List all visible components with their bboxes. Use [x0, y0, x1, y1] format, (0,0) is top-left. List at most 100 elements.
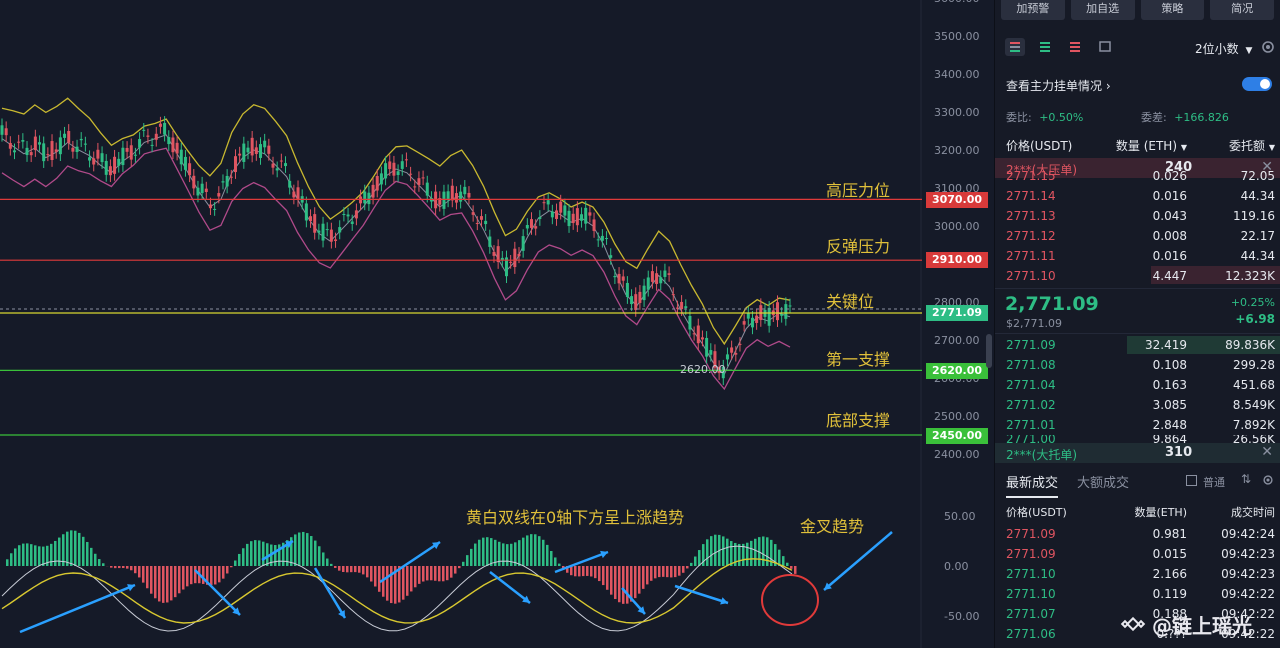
candle-body [500, 257, 504, 261]
ask-row[interactable]: 2771.13 0.043 119.16 [995, 206, 1280, 226]
price-chart-area[interactable]: 3600.00 3500.00 3400.00 3300.00 3200.00 3100.… [0, 0, 992, 648]
large-bid-banner[interactable]: 2***(大托单) 310 ✕ [995, 443, 1280, 463]
candle-body [246, 147, 250, 153]
candle-body [67, 130, 71, 143]
trend-arrowhead [232, 607, 240, 615]
candle-body [700, 337, 704, 340]
depth-toggle-switch[interactable] [1242, 77, 1272, 91]
sort-icon[interactable]: ⇅ [1241, 472, 1252, 486]
bids-only-view-icon[interactable] [1035, 38, 1055, 56]
macd-histogram-bar [650, 566, 653, 581]
macd-histogram-bar [710, 536, 713, 566]
macd-histogram-bar [210, 566, 213, 586]
ask-row[interactable]: 2771.12 0.008 22.17 [995, 226, 1280, 246]
header-total[interactable]: 委托额 ▼ [1229, 137, 1275, 154]
close-icon[interactable]: ✕ [1261, 444, 1273, 460]
pane-resize-handle[interactable] [986, 334, 992, 368]
candle-body [538, 216, 542, 219]
strategy-button[interactable]: 策略 [1140, 0, 1205, 20]
candle-body [292, 191, 296, 198]
header-qty[interactable]: 数量 (ETH) ▼ [1116, 137, 1187, 154]
ask-total: 44.34 [1240, 249, 1275, 263]
depth-toggle-label[interactable]: 查看主力挂单情况 › [1006, 77, 1111, 94]
bid-total: 26.56K [1232, 435, 1275, 443]
normal-checkbox[interactable] [1186, 475, 1197, 486]
tab-latest-trades[interactable]: 最新成交 [1006, 472, 1059, 498]
macd-histogram-bar [234, 560, 237, 566]
bid-row[interactable]: 2771.01 2.848 7.892K [995, 415, 1280, 435]
macd-histogram-bar [126, 566, 129, 569]
macd-histogram-bar [370, 566, 373, 582]
trend-arrow [194, 569, 241, 616]
macd-histogram-bar [278, 544, 281, 566]
overview-button[interactable]: 简况 [1210, 0, 1274, 20]
bid-row[interactable]: 2771.08 0.108 299.28 [995, 355, 1280, 375]
candle-body [675, 307, 679, 309]
bid-row[interactable]: 2771.04 0.163 451.68 [995, 375, 1280, 395]
bid-row[interactable]: 2771.02 3.085 8.549K [995, 395, 1280, 415]
ask-qty: 0.026 [1152, 169, 1187, 183]
expand-icon[interactable] [1095, 38, 1115, 56]
candle-body [250, 137, 254, 156]
macd-histogram-bar [66, 531, 69, 566]
bid-depth-bar [1127, 336, 1280, 354]
macd-histogram-bar [662, 566, 665, 577]
both-sides-view-icon[interactable] [1005, 38, 1025, 56]
large-ask-label: 2***(大压单) [1006, 163, 1077, 177]
candle-body [492, 251, 496, 256]
candle-body [242, 143, 246, 162]
bid-qty: 9.864 [1152, 435, 1187, 443]
ask-depth-bar [1151, 266, 1280, 284]
decimals-select[interactable]: 2位小数 ▼ [1195, 40, 1252, 57]
ask-price: 2771.14 [1006, 189, 1056, 203]
settings-icon[interactable] [1259, 38, 1279, 56]
add-alert-button[interactable]: 加预警 [1001, 0, 1065, 20]
candle-body [530, 219, 534, 228]
candle-body [221, 181, 225, 183]
macd-histogram-bar [254, 540, 257, 566]
candle-body [730, 347, 734, 353]
candle-body [4, 128, 8, 136]
settings-icon[interactable] [1261, 473, 1275, 490]
price-axis-tick: 2400.00 [934, 448, 980, 461]
chevron-down-icon: ▼ [1245, 46, 1253, 56]
candle-body [671, 294, 675, 296]
macd-histogram-bar [266, 543, 269, 566]
ask-row[interactable]: 2771.14 0.016 44.34 [995, 186, 1280, 206]
macd-histogram-bar [446, 566, 449, 581]
candle-body [334, 239, 338, 241]
candle-body [321, 223, 325, 241]
support-resistance-levels [0, 198, 922, 436]
candle-body [317, 230, 321, 233]
macd-histogram-bar [86, 541, 89, 566]
macd-histogram-bar [154, 566, 157, 599]
price-axis-tick: 3100.00 [934, 182, 980, 195]
ask-row[interactable]: 2771.15 0.026 72.05 [995, 166, 1280, 186]
large-ask-banner[interactable]: 2***(大压单) 240 ✕ [995, 158, 1280, 178]
candle-body [750, 317, 754, 328]
bollinger-middle-line [1, 134, 791, 376]
macd-histogram-bar [638, 566, 641, 594]
order-book-header: 价格(USDT) 数量 (ETH) ▼ 委托额 ▼ [995, 135, 1280, 155]
bid-row[interactable]: 2771.09 32.419 89.836K [995, 335, 1280, 355]
asks-only-view-icon[interactable] [1065, 38, 1085, 56]
ask-row[interactable]: 2771.10 4.447 12.323K [995, 266, 1280, 286]
macd-histogram-bar [354, 566, 357, 573]
add-watchlist-button[interactable]: 加自选 [1070, 0, 1135, 20]
macd-histogram-bar [538, 536, 541, 566]
macd-histogram-bar [470, 548, 473, 566]
trend-arrow [313, 567, 347, 619]
tab-large-trades[interactable]: 大额成交 [1077, 476, 1130, 491]
candle-body [392, 162, 396, 176]
bid-row[interactable]: 2771.00 9.864 26.56K [995, 435, 1280, 443]
macd-histogram-bar [390, 566, 393, 604]
candlestick-chart[interactable]: 3600.00 3500.00 3400.00 3300.00 3200.00 3100.… [0, 0, 992, 648]
candle-body [384, 163, 388, 179]
chevron-down-icon: ▼ [1180, 142, 1187, 152]
ask-row[interactable]: 2771.11 0.016 44.34 [995, 246, 1280, 266]
candle-body [667, 273, 671, 275]
macd-histogram-bar [694, 556, 697, 566]
close-icon[interactable]: ✕ [1261, 159, 1273, 175]
macd-histogram-bar [118, 566, 121, 569]
macd-histogram-bar [230, 566, 233, 568]
